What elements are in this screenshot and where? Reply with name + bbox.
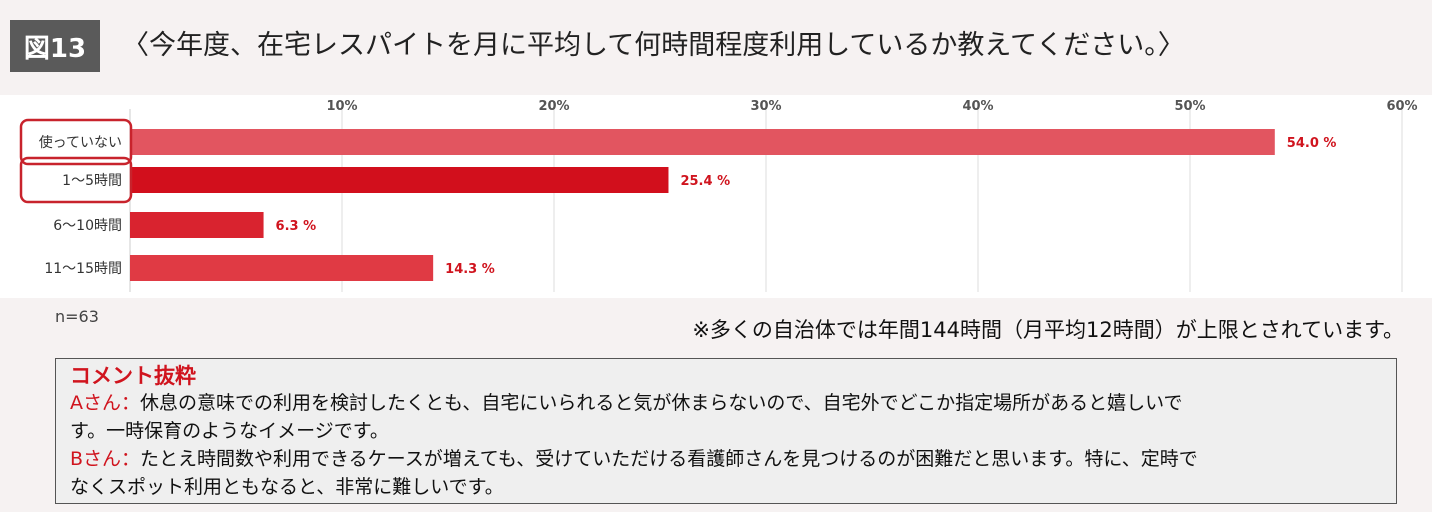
- bar: [130, 167, 669, 193]
- category-label: 1～5時間: [62, 173, 122, 189]
- bar: [130, 255, 434, 281]
- data-label: 6.3 %: [276, 219, 317, 234]
- category-highlight-box: [19, 118, 133, 166]
- x-tick-label: 60%: [1386, 99, 1417, 114]
- sample-size: n=63: [55, 307, 99, 326]
- comment-b-person: Bさん：: [70, 448, 141, 470]
- comment-a-text1: 休息の意味での利用を検討したくとも、自宅にいられると気が休まらないので、自宅外で…: [140, 392, 1183, 414]
- x-tick-label: 10%: [326, 99, 357, 114]
- x-tick-label: 20%: [538, 99, 569, 114]
- footnote: ※多くの自治体では年間144時間（月平均12時間）が上限とされています。: [692, 318, 1404, 342]
- comment-box: コメント抜粋 Aさん：休息の意味での利用を検討したくとも、自宅にいられると気が休…: [55, 358, 1397, 504]
- comment-a-line1: Aさん：休息の意味での利用を検討したくとも、自宅にいられると気が休まらないので、…: [70, 389, 1382, 417]
- x-tick-label: 30%: [750, 99, 781, 114]
- x-tick-label: 50%: [1174, 99, 1205, 114]
- bar-chart: 10% 20% 30% 40% 50% 60% 使っていない 54.0 % 1～5時間 25.4 …: [19, 99, 1418, 292]
- comment-b-line2: なくスポット利用ともなると、非常に難しいです。: [70, 476, 504, 498]
- bar: [130, 129, 1275, 155]
- x-tick-label: 40%: [962, 99, 993, 114]
- category-label: 使っていない: [39, 134, 122, 151]
- comment-a-person: Aさん：: [70, 392, 140, 414]
- chart-question-title: 〈今年度、在宅レスパイトを月に平均して何時間程度利用しているか教えてください。〉: [122, 30, 1185, 61]
- comment-b-line1: Bさん：たとえ時間数や利用できるケースが増えても、受けていただける看護師さんを見…: [70, 445, 1382, 473]
- data-label: 14.3 %: [445, 262, 495, 277]
- data-label: 25.4 %: [680, 174, 730, 189]
- comment-b-text1: たとえ時間数や利用できるケースが増えても、受けていただける看護師さんを見つけるの…: [140, 448, 1198, 470]
- comment-title: コメント抜粋: [70, 364, 196, 388]
- chart-panel: 10% 20% 30% 40% 50% 60% 使っていない 54.0 % 1～5時間 25.4 …: [0, 95, 1432, 298]
- bar: [130, 212, 264, 238]
- category-label: 6～10時間: [53, 218, 122, 234]
- comment-a-line2: す。一時保育のようなイメージです。: [70, 420, 389, 442]
- figure-label: 図13: [10, 20, 100, 72]
- data-label: 54.0 %: [1287, 136, 1337, 151]
- category-highlight-box: [19, 156, 133, 204]
- category-label: 11～15時間: [44, 261, 122, 277]
